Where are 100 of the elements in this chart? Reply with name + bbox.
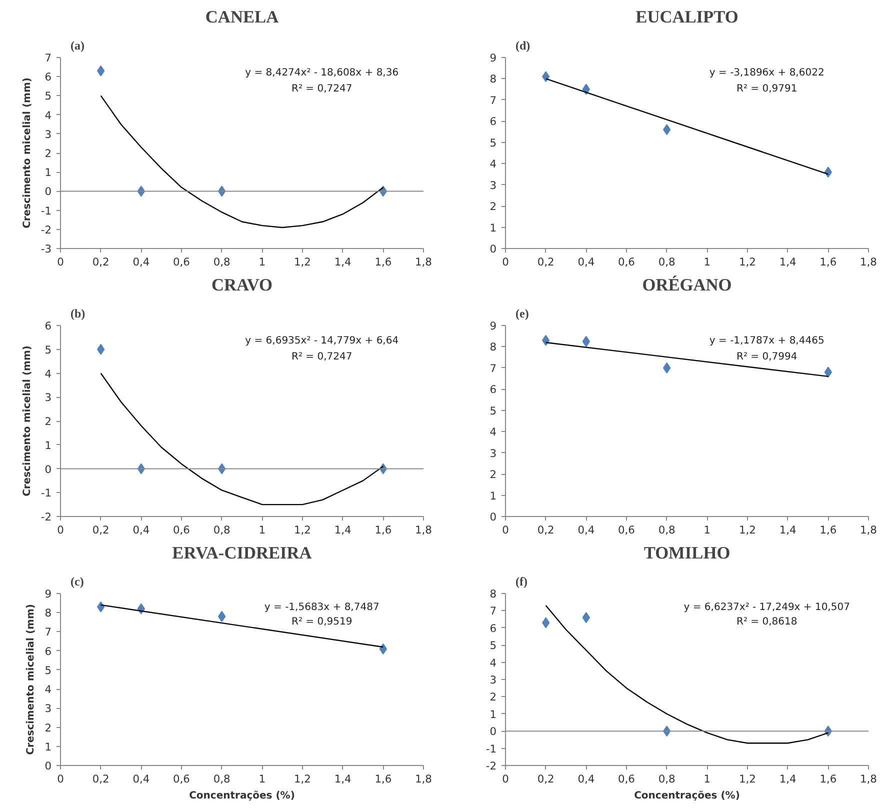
annotation: R² = 0,7247: [292, 352, 352, 363]
x-tick-label: 1,2: [739, 772, 756, 786]
x-tick-label: 1,2: [294, 256, 311, 268]
chart-title: EUCALIPTO: [636, 8, 738, 26]
x-tick-label: 1: [704, 256, 711, 268]
y-tick-label: -2: [486, 760, 497, 772]
x-tick-label: 0,4: [132, 772, 150, 786]
y-tick-label: -3: [40, 242, 52, 256]
x-tick-label: 1,8: [860, 256, 878, 268]
y-tick-label: 7: [44, 52, 52, 64]
x-tick-label: 1,6: [374, 772, 392, 786]
annotation: R² = 0,8618: [736, 616, 798, 628]
x-tick-label: 0,2: [92, 772, 110, 786]
x-tick-label: 0: [57, 524, 64, 536]
x-tick-label: 1,8: [415, 524, 432, 536]
y-tick-label: 7: [490, 94, 496, 107]
y-tick-label: -2: [40, 223, 52, 236]
y-tick-label: 0: [490, 725, 497, 738]
text: (e): [516, 306, 529, 320]
y-tick-label: 2: [490, 468, 496, 482]
x-tick-label: 0,2: [537, 256, 554, 268]
y-tick-label: -1: [40, 204, 52, 218]
x-tick-label: 1,4: [334, 524, 352, 536]
x-tick-label: 0: [502, 524, 510, 536]
y-tick-label: 1: [490, 489, 496, 502]
x-tick-label: 0: [502, 256, 510, 268]
y-tick-label: 1: [490, 708, 496, 721]
y-tick-label: 3: [44, 128, 52, 141]
text: (b): [70, 306, 86, 320]
annotation: R² = 0,7994: [736, 352, 798, 363]
x-tick-label: 1,8: [860, 524, 878, 536]
x-tick-label: 0,6: [618, 524, 636, 536]
y-tick-label: 3: [490, 446, 496, 460]
x-tick-label: 0,6: [173, 524, 190, 536]
x-tick-label: 1,6: [820, 772, 837, 786]
y-tick-label: 4: [490, 158, 497, 171]
y-tick-label: 5: [44, 343, 52, 356]
y-tick-label: -1: [40, 486, 52, 500]
x-tick-label: 0: [57, 256, 64, 268]
x-tick-label: 1,4: [779, 256, 797, 268]
y-tick-label: 5: [490, 639, 496, 652]
x-tick-label: 0,8: [658, 524, 676, 536]
x-tick-label: 0,2: [537, 772, 554, 786]
annotation: R² = 0,9519: [292, 616, 352, 628]
y-tick-label: 6: [490, 115, 497, 128]
x-tick-label: 1,8: [415, 772, 432, 786]
x-tick-label: 0,2: [537, 524, 554, 536]
y-tick-label: 1: [44, 740, 52, 754]
y-tick-label: 4: [490, 656, 497, 670]
y-axis-title: Crescimento micelial (mm): [26, 604, 37, 755]
x-tick-label: 1,4: [779, 772, 797, 786]
x-tick-label: 0,8: [213, 256, 231, 268]
x-tick-label: 0: [502, 772, 510, 786]
y-tick-label: 6: [44, 70, 52, 84]
y-tick-label: 9: [44, 588, 52, 600]
y-tick-label: 5: [490, 136, 496, 150]
y-tick-label: 5: [44, 664, 52, 677]
y-tick-label: 7: [44, 626, 52, 639]
text: (c): [70, 574, 84, 588]
y-tick-label: -1: [486, 742, 497, 756]
y-axis-title: Crescimento micelial (mm): [22, 346, 33, 496]
y-tick-label: 2: [44, 147, 52, 160]
text: (d): [516, 38, 530, 52]
y-tick-label: 1: [44, 166, 52, 180]
chart-title: CANELA: [205, 8, 280, 26]
y-tick-label: 8: [44, 606, 52, 620]
y-tick-label: 6: [490, 622, 497, 635]
x-tick-label: 1,2: [739, 524, 756, 536]
y-tick-label: 0: [490, 242, 497, 256]
y-tick-label: 3: [44, 391, 52, 404]
x-tick-label: 1,8: [860, 772, 878, 786]
y-tick-label: 6: [490, 383, 497, 396]
x-tick-label: 1,4: [334, 256, 352, 268]
annotation: y = -1,1787x + 8,4465: [709, 335, 824, 346]
x-tick-label: 1,2: [294, 772, 311, 786]
y-tick-label: 3: [44, 702, 52, 716]
x-tick-label: 1,4: [334, 772, 352, 786]
text: (a): [70, 38, 84, 52]
y-tick-label: 4: [44, 108, 52, 122]
x-tick-label: 1,4: [779, 524, 797, 536]
y-tick-label: 0: [44, 462, 52, 476]
x-tick-label: 1,6: [374, 256, 392, 268]
y-tick-label: 1: [44, 438, 52, 452]
x-tick-label: 1,8: [415, 256, 432, 268]
y-tick-label: 0: [490, 510, 497, 524]
chart-title: CRAVO: [212, 276, 272, 294]
x-tick-label: 1: [704, 524, 711, 536]
annotation: y = 8,4274x² - 18,608x + 8,36: [245, 67, 399, 78]
annotation: R² = 0,7247: [292, 84, 352, 95]
x-tick-label: 1: [258, 772, 266, 786]
text: (f): [516, 574, 528, 588]
y-tick-label: 4: [44, 683, 52, 696]
y-tick-label: 3: [490, 674, 496, 686]
x-tick-label: 1,6: [820, 524, 837, 536]
y-tick-label: 1: [490, 221, 496, 234]
x-tick-label: 0,4: [578, 524, 595, 536]
y-tick-label: 9: [490, 320, 497, 332]
annotation: y = 6,6237x² - 17,249x + 10,507: [684, 602, 850, 613]
x-tick-label: 0,2: [92, 524, 110, 536]
x-tick-label: 1,2: [739, 256, 756, 268]
